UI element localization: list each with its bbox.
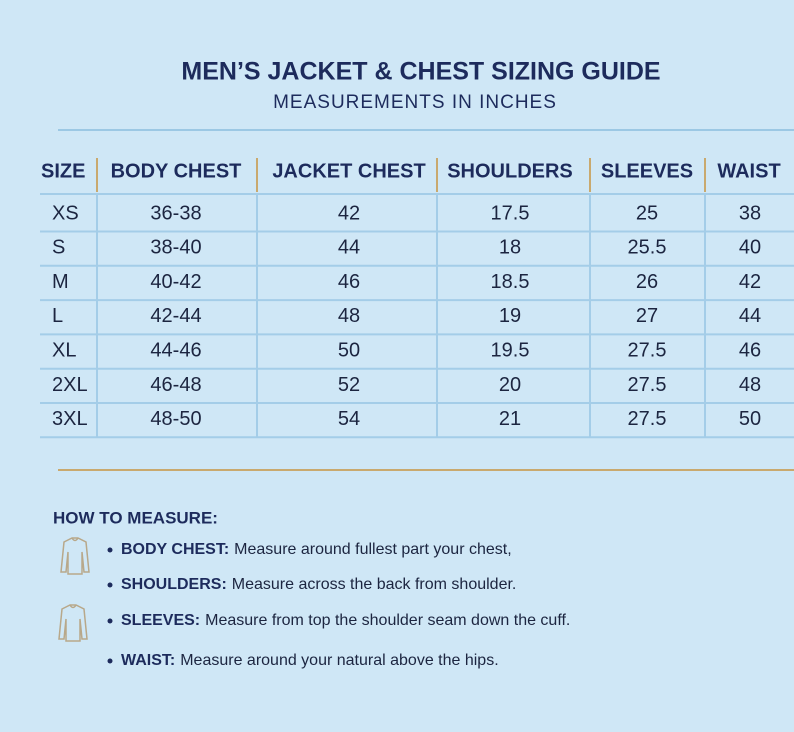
cell: 36-38 — [150, 202, 201, 224]
cell: S — [52, 237, 65, 259]
cell: 44 — [739, 305, 761, 327]
cell: 25 — [636, 202, 658, 224]
measure-label: BODY CHEST: — [121, 541, 229, 558]
cell: 46 — [338, 271, 360, 293]
column-header: BODY CHEST — [111, 160, 242, 182]
cell: 25.5 — [628, 237, 667, 259]
cell: 48-50 — [150, 408, 201, 430]
measure-item: SLEEVES: Measure from top the shoulder se… — [121, 612, 570, 629]
cell: 50 — [739, 408, 761, 430]
column-header: SHOULDERS — [447, 160, 573, 182]
section-title: HOW TO MEASURE: — [53, 508, 218, 527]
title: MEN’S JACKET & CHEST SIZING GUIDE — [181, 58, 660, 86]
column-header: SIZE — [41, 160, 85, 182]
cell: 3XL — [52, 408, 88, 430]
measure-text: Measure around fullest part your chest, — [234, 541, 511, 558]
cell: 19.5 — [491, 339, 530, 361]
cell: XL — [52, 339, 76, 361]
cell: XS — [52, 202, 79, 224]
measure-label: SLEEVES: — [121, 612, 200, 629]
bullet — [107, 547, 113, 553]
measure-text: Measure from top the shoulder seam down … — [205, 612, 570, 629]
bullet — [107, 582, 113, 588]
cell: 40-42 — [150, 271, 201, 293]
measure-text: Measure across the back from shoulder. — [232, 576, 517, 593]
cell: 19 — [499, 305, 521, 327]
cell: 54 — [338, 408, 360, 430]
cell: 27.5 — [628, 339, 667, 361]
cell: 17.5 — [491, 202, 530, 224]
cell: 38-40 — [150, 237, 201, 259]
cell: 44 — [338, 237, 360, 259]
measure-item: WAIST: Measure around your natural above … — [121, 652, 499, 669]
cell: 42-44 — [150, 305, 201, 327]
column-header: WAIST — [717, 160, 780, 182]
cell: M — [52, 271, 69, 293]
cell: 48 — [338, 305, 360, 327]
column-header: SLEEVES — [601, 160, 693, 182]
cell: 46-48 — [150, 374, 201, 396]
cell: 2XL — [52, 374, 88, 396]
cell: 44-46 — [150, 339, 201, 361]
cell: 27.5 — [628, 374, 667, 396]
bullet — [107, 658, 113, 664]
cell: 50 — [338, 339, 360, 361]
cell: 26 — [636, 271, 658, 293]
subtitle: MEASUREMENTS IN INCHES — [273, 92, 557, 113]
shirt-icon — [60, 537, 90, 575]
measure-text: Measure around your natural above the hi… — [180, 652, 498, 669]
cell: 27.5 — [628, 408, 667, 430]
cell: 27 — [636, 305, 658, 327]
column-header: JACKET CHEST — [272, 160, 425, 182]
cell: 20 — [499, 374, 521, 396]
measure-label: WAIST: — [121, 652, 175, 669]
cell: 38 — [739, 202, 761, 224]
bullet — [107, 618, 113, 624]
shirt-icon — [58, 604, 88, 642]
cell: 46 — [739, 339, 761, 361]
cell: 42 — [338, 202, 360, 224]
cell: 18.5 — [491, 271, 530, 293]
cell: 42 — [739, 271, 761, 293]
cell: 21 — [499, 408, 521, 430]
cell: 48 — [739, 374, 761, 396]
measure-item: BODY CHEST: Measure around fullest part y… — [121, 541, 512, 558]
measure-label: SHOULDERS: — [121, 576, 227, 593]
measure-item: SHOULDERS: Measure across the back from s… — [121, 576, 516, 593]
cell: 18 — [499, 237, 521, 259]
cell: L — [52, 305, 63, 327]
cell: 40 — [739, 237, 761, 259]
cell: 52 — [338, 374, 360, 396]
